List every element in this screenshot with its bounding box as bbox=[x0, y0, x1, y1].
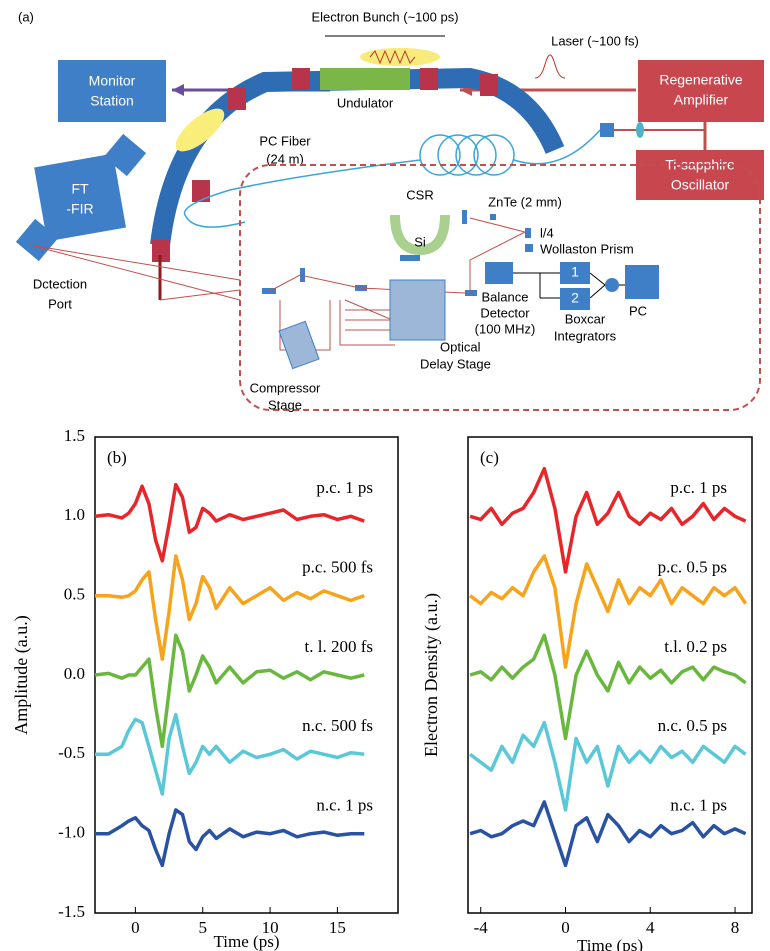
y-tick-label: -1.5 bbox=[58, 902, 85, 921]
series-label: p.c. 0.5 ps bbox=[658, 558, 727, 577]
y-tick-label: 1.5 bbox=[64, 426, 85, 445]
label: (100 MHz) bbox=[475, 321, 536, 336]
x-tick-label: 4 bbox=[646, 918, 655, 937]
series-label: p.c. 500 fs bbox=[302, 558, 373, 577]
x-tick-label: 0 bbox=[131, 918, 140, 937]
compressor-stage bbox=[279, 321, 319, 368]
label: PC bbox=[629, 303, 647, 318]
x-axis-label: Time (ps) bbox=[214, 932, 280, 951]
label: Balance bbox=[482, 289, 529, 304]
fiber bbox=[185, 130, 600, 227]
monitor-box bbox=[58, 60, 166, 122]
label: Regenerative bbox=[659, 72, 742, 88]
undulator bbox=[320, 68, 410, 90]
series-label: p.c. 1 ps bbox=[316, 478, 373, 497]
plot-frame bbox=[95, 437, 398, 913]
x-tick-label: -4 bbox=[474, 918, 489, 937]
label: 2 bbox=[571, 290, 579, 306]
figure: (a) Electron Bunch (~100 ps) Laser (~100… bbox=[0, 0, 770, 951]
x-tick-label: 0 bbox=[561, 918, 570, 937]
pc-box bbox=[625, 265, 659, 299]
label: Station bbox=[90, 93, 134, 109]
label: FT bbox=[71, 181, 89, 197]
y-tick-label: 0.0 bbox=[64, 664, 85, 683]
label: Optical bbox=[440, 339, 481, 354]
label: Oscillator bbox=[671, 177, 730, 193]
label: Laser (~100 fs) bbox=[551, 33, 639, 48]
label: 1 bbox=[571, 264, 579, 280]
panel-label: (b) bbox=[107, 448, 127, 467]
pulse bbox=[535, 55, 565, 78]
x-axis-label: Time (ps) bbox=[577, 936, 643, 951]
arrow bbox=[172, 84, 184, 96]
y-tick-label: 1.0 bbox=[64, 505, 85, 524]
series-label: n.c. 1 ps bbox=[316, 796, 373, 815]
label: ZnTe (2 mm) bbox=[488, 194, 562, 209]
label: Stage bbox=[268, 397, 302, 412]
series-label: p.c. 1 ps bbox=[670, 478, 727, 497]
label: Wollaston Prism bbox=[540, 241, 634, 256]
label: Undulator bbox=[337, 95, 394, 110]
y-axis-label: Amplitude (a.u.) bbox=[11, 615, 32, 734]
series-label: t.l. 0.2 ps bbox=[664, 637, 727, 656]
label: PC Fiber bbox=[259, 133, 311, 148]
label: Si bbox=[414, 234, 426, 249]
label: Electron Bunch (~100 ps) bbox=[311, 9, 458, 24]
panel-label: (c) bbox=[480, 448, 499, 467]
series-label: n.c. 0.5 ps bbox=[658, 716, 727, 735]
label: Compressor bbox=[250, 380, 321, 395]
series-label: n.c. 500 fs bbox=[302, 716, 373, 735]
label: Port bbox=[48, 296, 72, 311]
detector-box bbox=[485, 262, 513, 284]
x-tick-label: 15 bbox=[329, 918, 346, 937]
label: Detector bbox=[480, 305, 530, 320]
label: Boxcar bbox=[565, 311, 606, 326]
y-tick-label: 0.5 bbox=[64, 585, 85, 604]
delay-stage bbox=[390, 280, 445, 340]
label: l/4 bbox=[540, 225, 554, 240]
y-tick-label: -1.0 bbox=[58, 823, 85, 842]
ft-fir bbox=[16, 134, 146, 261]
series-label: t. l. 200 fs bbox=[305, 637, 373, 656]
label: -FIR bbox=[66, 201, 93, 217]
y-tick-label: -0.5 bbox=[58, 743, 85, 762]
coupler bbox=[600, 123, 614, 137]
label: Monitor bbox=[89, 73, 136, 89]
panel-label: (a) bbox=[18, 9, 34, 24]
label: Delay Stage bbox=[420, 356, 491, 371]
series-label: n.c. 1 ps bbox=[670, 796, 727, 815]
lens bbox=[636, 122, 644, 138]
series-line bbox=[95, 810, 364, 866]
summing bbox=[605, 278, 619, 292]
label: Amplifier bbox=[674, 92, 729, 108]
detection-lines bbox=[30, 245, 240, 300]
diagram: (a) Electron Bunch (~100 ps) Laser (~100… bbox=[16, 9, 764, 412]
x-tick-label: 8 bbox=[731, 918, 740, 937]
label: Dctection bbox=[33, 276, 87, 291]
label: CSR bbox=[406, 187, 433, 202]
x-tick-label: 5 bbox=[198, 918, 207, 937]
label: Integrators bbox=[554, 328, 617, 343]
y-axis-label: Electron Density (a.u.) bbox=[421, 593, 442, 757]
